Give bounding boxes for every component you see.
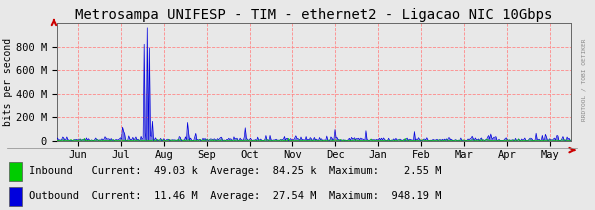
Title: Metrosampa UNIFESP - TIM - ethernet2 - Ligacao NIC 10Gbps: Metrosampa UNIFESP - TIM - ethernet2 - L… — [75, 8, 553, 22]
Text: Outbound  Current:  11.46 M  Average:  27.54 M  Maximum:  948.19 M: Outbound Current: 11.46 M Average: 27.54… — [29, 191, 441, 201]
Text: Inbound   Current:  49.03 k  Average:  84.25 k  Maximum:    2.55 M: Inbound Current: 49.03 k Average: 84.25 … — [29, 166, 441, 176]
Y-axis label: bits per second: bits per second — [3, 38, 12, 126]
Text: RRDTOOL / TOBI OETIKER: RRDTOOL / TOBI OETIKER — [582, 39, 587, 121]
